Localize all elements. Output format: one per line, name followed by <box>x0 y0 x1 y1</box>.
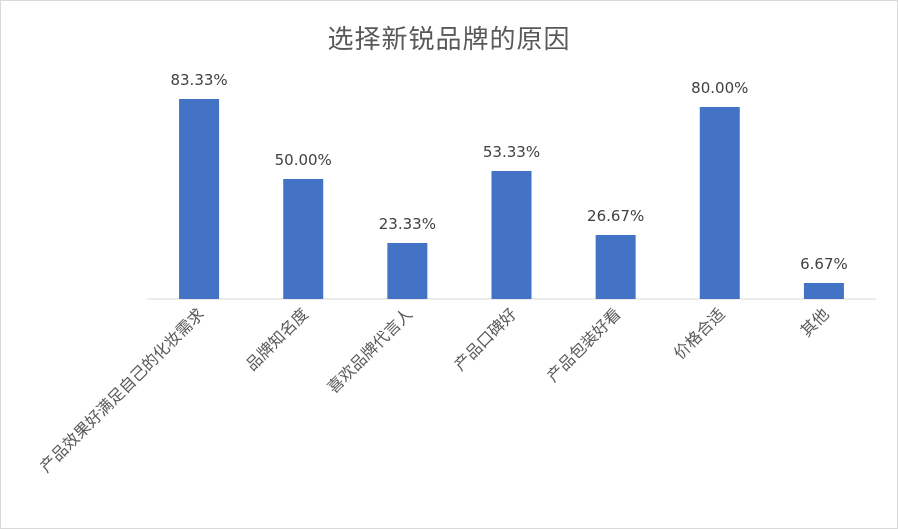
bar-4 <box>491 171 532 299</box>
chart-title: 选择新锐品牌的原因 <box>327 25 571 55</box>
bar-5 <box>595 234 636 299</box>
data-label-1: 83.33% <box>170 71 227 89</box>
bar-7 <box>803 282 844 299</box>
data-label-5: 26.67% <box>587 207 644 225</box>
category-label-6: 价格合适 <box>670 304 729 363</box>
category-label-2: 品牌知名度 <box>242 304 312 374</box>
category-label-1: 产品效果好满足自己的化妆需求 <box>36 304 208 476</box>
data-label-4: 53.33% <box>483 143 540 161</box>
bar-1 <box>179 99 220 300</box>
data-label-7: 6.67% <box>800 255 848 273</box>
category-label-7: 其他 <box>797 304 833 340</box>
bar-6 <box>699 107 740 299</box>
category-label-3: 喜欢品牌代言人 <box>324 304 417 397</box>
category-label-4: 产品口碑好 <box>450 304 520 374</box>
data-label-3: 23.33% <box>379 215 436 233</box>
data-label-6: 80.00% <box>691 79 748 97</box>
bar-3 <box>387 243 428 299</box>
category-label-5: 产品包装好看 <box>543 304 624 385</box>
bar-2 <box>283 179 324 299</box>
data-label-2: 50.00% <box>275 151 332 169</box>
